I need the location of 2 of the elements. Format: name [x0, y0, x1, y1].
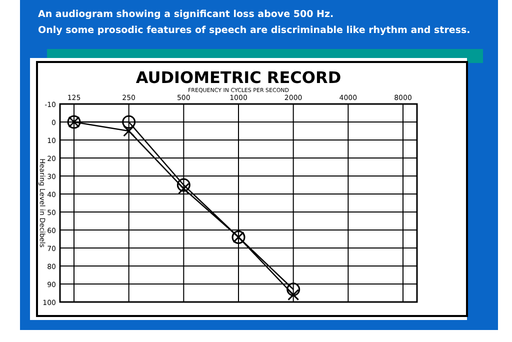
text: An audiogram showing a significant loss above 500 Hz. Only some prosodic features of speech are discriminable like rhythm and stress. — [38, 9, 470, 36]
chart-title: AUDIOMETRIC RECORD — [136, 68, 342, 87]
